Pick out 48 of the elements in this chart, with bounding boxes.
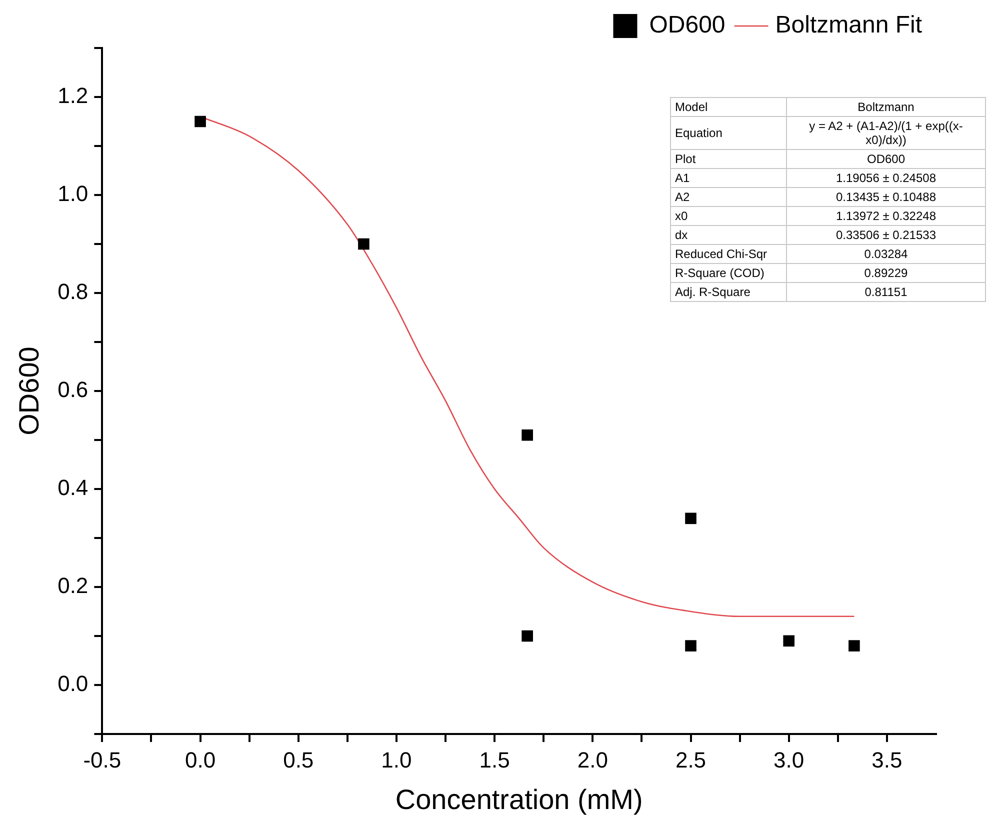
- annotation: Adj. R-Square: [670, 282, 786, 302]
- x-tick-label: 1.5: [479, 747, 510, 772]
- annotation: 0.81151: [786, 282, 986, 302]
- annotation: x0: [670, 206, 786, 226]
- annotation: A1: [670, 168, 786, 188]
- x-tick-label: 3.0: [774, 747, 804, 772]
- y-tick-label: 0.0: [58, 671, 88, 696]
- annotation: 1.19056 ± 0.24508: [786, 168, 986, 188]
- annotation: Plot: [670, 150, 786, 168]
- point: [848, 640, 860, 652]
- annotation: 0.33506 ± 0.21533: [786, 226, 986, 244]
- y-tick-label: 0.6: [58, 377, 88, 402]
- annotation: dx: [670, 226, 786, 244]
- point: [522, 630, 533, 642]
- y-tick-label: 1.0: [58, 181, 88, 206]
- annotation: 0.89229: [786, 264, 986, 282]
- x-axis-title: Concentration (mM): [395, 784, 643, 815]
- point: [522, 429, 533, 441]
- x-tick-label: 0.0: [184, 747, 216, 772]
- point: [194, 116, 206, 128]
- x-tick-label: 2.0: [577, 747, 608, 772]
- annotation: OD600: [786, 150, 986, 168]
- y-tick-label: 0.8: [58, 279, 88, 304]
- legend-label: Boltzmann Fit: [775, 12, 922, 39]
- point: [783, 635, 795, 647]
- x-tick-label: 0.5: [283, 747, 314, 772]
- x-tick-label: 2.5: [675, 747, 706, 772]
- annotation: 0.13435 ± 0.10488: [786, 188, 986, 206]
- annotation: Boltzmann: [786, 98, 986, 116]
- annotation: R-Square (COD): [670, 264, 786, 282]
- y-axis-title: OD600: [14, 346, 45, 436]
- annotation: y = A2 + (A1-A2)/(1 + exp((x-x0)/dx)): [786, 116, 986, 150]
- annotation: 0.03284: [786, 244, 986, 264]
- annotation: Model: [670, 98, 786, 116]
- y-tick-label: 0.4: [58, 475, 88, 500]
- y-tick-label: 0.2: [58, 573, 88, 598]
- x-tick-label: 3.5: [872, 747, 902, 772]
- y-tick-label: 1.2: [58, 83, 88, 108]
- point: [358, 238, 370, 250]
- annotation: Equation: [670, 116, 786, 150]
- point: [685, 512, 696, 524]
- x-tick-label: -0.5: [83, 747, 122, 772]
- point: [685, 640, 696, 652]
- x-tick-label: 1.0: [381, 747, 412, 772]
- annotation: Reduced Chi-Sqr: [670, 244, 786, 264]
- annotation: A2: [670, 188, 786, 206]
- legend-label: OD600: [649, 12, 726, 39]
- annotation: 1.13972 ± 0.32248: [786, 206, 986, 226]
